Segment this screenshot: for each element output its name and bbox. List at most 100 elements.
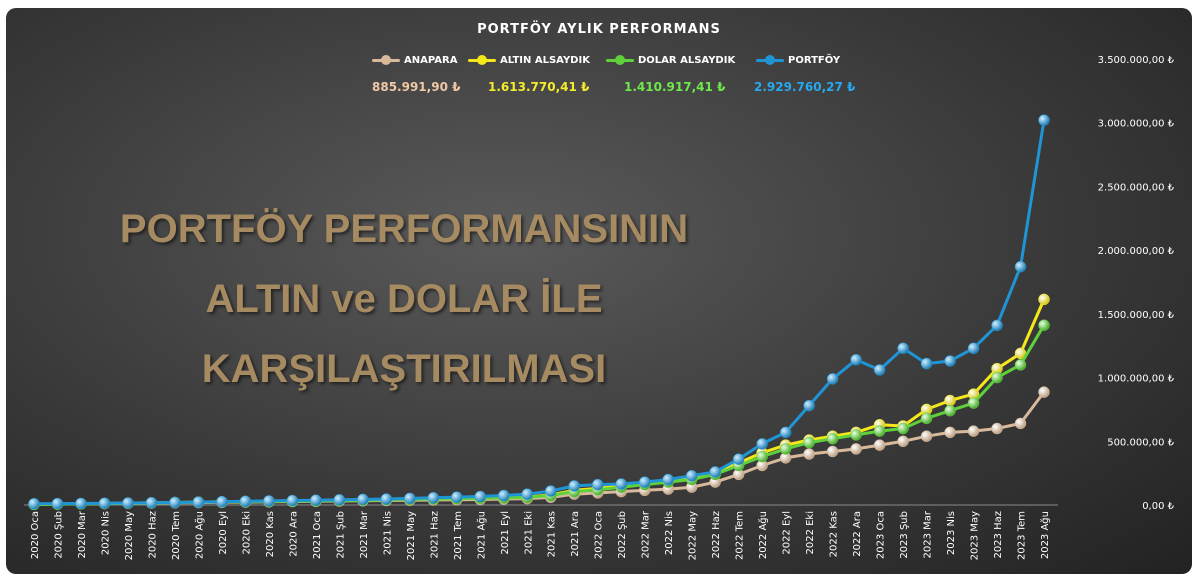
data-point [216, 495, 228, 508]
data-point [1014, 260, 1027, 273]
x-tick-label: 2021 Oca [312, 511, 323, 559]
data-point [333, 494, 346, 506]
x-tick-label: 2020 Tem [171, 511, 182, 560]
y-tick-label: 2.000.000,00 ₺ [1098, 246, 1175, 257]
data-point [1014, 359, 1027, 371]
data-point [991, 422, 1003, 435]
legend-item-altin: ALTIN ALSAYDIK [468, 52, 590, 68]
value-altin: 1.613.770,41 ₺ [488, 80, 590, 94]
data-point [521, 488, 534, 500]
value-portfoy: 2.929.760,27 ₺ [754, 80, 856, 94]
data-point [920, 357, 933, 370]
x-tick-label: 2022 Tem [735, 511, 746, 560]
data-point [474, 490, 487, 503]
data-point [310, 494, 322, 506]
legend-label-portfoy: PORTFÖY [788, 54, 841, 66]
chart-title: PORTFÖY AYLIK PERFORMANS [477, 22, 721, 37]
data-point [1038, 293, 1050, 306]
value-dolar: 1.410.917,41 ₺ [624, 80, 726, 94]
data-point [756, 438, 768, 450]
data-point [451, 491, 463, 503]
legend-label-altin: ALTIN ALSAYDIK [500, 54, 590, 66]
x-tick-label: 2022 Oca [594, 511, 605, 559]
data-point [850, 429, 862, 441]
data-point [51, 497, 64, 510]
data-point [920, 412, 933, 425]
x-tick-label: 2021 Haz [429, 511, 440, 559]
x-tick-label: 2020 Haz [147, 511, 158, 559]
data-point [1038, 386, 1050, 398]
data-point [709, 466, 721, 478]
data-point [1014, 417, 1027, 430]
x-tick-label: 2022 Kas [829, 511, 840, 557]
x-tick-label: 2022 Eyl [782, 511, 793, 555]
x-tick-label: 2022 Haz [711, 511, 722, 559]
data-point [967, 397, 980, 409]
data-point [944, 404, 956, 417]
x-tick-label: 2020 Oca [30, 511, 41, 559]
data-point [568, 480, 580, 492]
chart-panel: PORTFÖY AYLIK PERFORMANS ANAPARA ALTIN A… [6, 8, 1192, 574]
data-point [803, 448, 815, 460]
data-point [967, 342, 980, 355]
series-3 [28, 114, 1050, 510]
data-point [897, 342, 909, 355]
y-tick-label: 3.000.000,00 ₺ [1098, 119, 1175, 130]
data-point [145, 496, 158, 509]
data-point [1038, 114, 1050, 126]
legend-marker-anapara-icon [372, 53, 400, 67]
data-point [192, 496, 205, 508]
data-point [638, 476, 651, 488]
x-tick-label: 2023 Oca [876, 511, 887, 559]
x-tick-label: 2022 Mar [641, 510, 652, 558]
data-point [991, 319, 1003, 332]
x-tick-label: 2020 Ağu [193, 511, 205, 559]
data-point [75, 497, 87, 510]
data-point [732, 453, 745, 465]
series-layer [28, 114, 1050, 511]
data-point [897, 435, 909, 448]
value-anapara: 885.991,90 ₺ [372, 80, 461, 94]
x-tick-label: 2020 Mar [77, 510, 88, 558]
data-point [498, 489, 510, 502]
legend-marker-dolar-icon [606, 53, 634, 67]
x-tick-label: 2021 Kas [547, 511, 558, 557]
overlay-line-1: PORTFÖY PERFORMANSININ [119, 207, 689, 251]
data-point [685, 469, 698, 482]
x-tick-label: 2023 Tem [1017, 511, 1028, 560]
x-tick-label: 2023 Şub [899, 511, 910, 559]
series-line [33, 391, 1046, 506]
x-tick-label: 2022 Ağu [757, 511, 769, 559]
x-tick-label: 2020 Şub [53, 511, 64, 559]
data-point [380, 493, 393, 505]
data-point [873, 439, 886, 451]
y-tick-label: 500.000,00 ₺ [1107, 437, 1174, 448]
data-point [122, 497, 134, 509]
data-point [944, 394, 956, 407]
data-point [239, 495, 252, 508]
x-tick-label: 2023 May [970, 511, 981, 560]
legend-item-dolar: DOLAR ALSAYDIK [606, 52, 735, 68]
x-tick-label: 2023 Mar [923, 510, 934, 558]
data-point [544, 485, 557, 497]
data-point [850, 443, 862, 455]
data-point [944, 426, 956, 439]
overlay-headline: PORTFÖY PERFORMANSININ ALTIN ve DOLAR İL… [24, 194, 784, 404]
y-tick-label: 3.500.000,00 ₺ [1098, 55, 1175, 66]
x-tick-label: 2023 Ağu [1039, 511, 1051, 559]
data-point [427, 491, 440, 504]
x-tick-label: 2023 Nis [946, 511, 957, 555]
data-point [779, 426, 792, 439]
data-point [897, 422, 909, 435]
line-chart-plot: 0,00 ₺ 500.000,00 ₺ 1.000.000,00 ₺ 1.500.00… [24, 55, 1175, 560]
data-point [404, 492, 416, 505]
data-point [967, 425, 980, 437]
x-tick-label: 2021 Ara [570, 511, 581, 557]
x-tick-label: 2020 Eyl [218, 511, 229, 555]
x-tick-label: 2022 Şub [617, 511, 628, 559]
x-tick-label: 2020 May [124, 511, 135, 560]
x-tick-label: 2021 Eyl [500, 511, 511, 555]
legend-item-anapara: ANAPARA [372, 52, 457, 68]
data-point [991, 371, 1003, 384]
data-point [286, 494, 299, 507]
